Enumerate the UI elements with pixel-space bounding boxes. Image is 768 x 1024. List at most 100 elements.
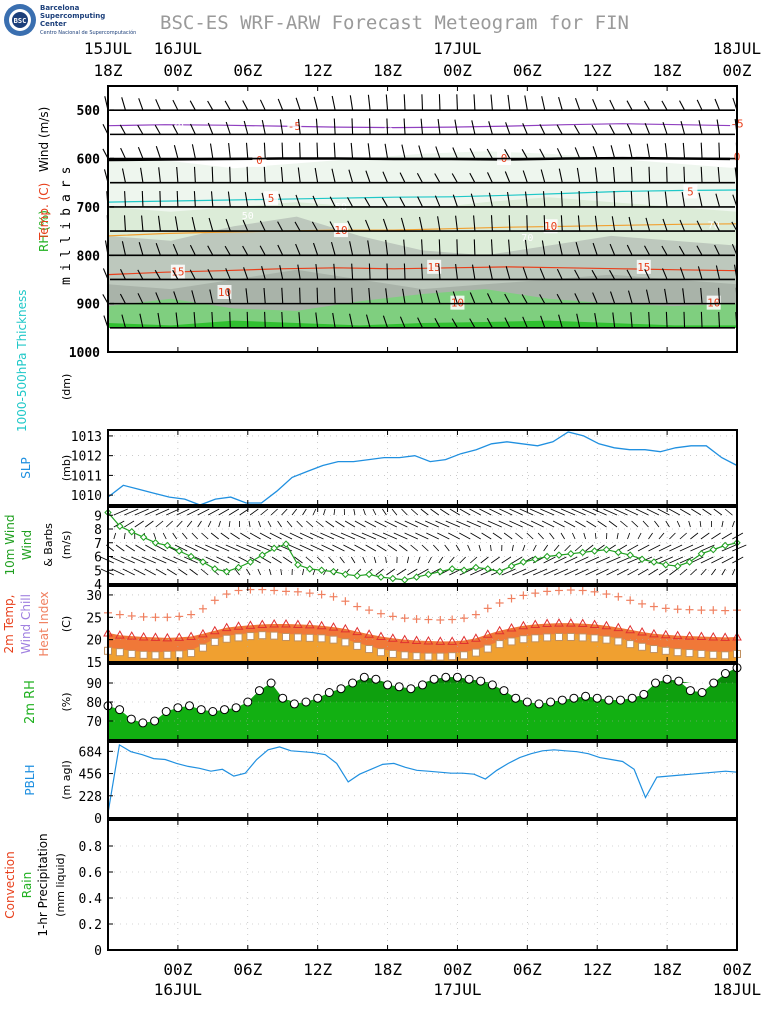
wind-barb <box>155 292 161 304</box>
wind10m-marker <box>139 533 148 541</box>
wind-barb <box>628 144 633 159</box>
top-date-label: 16JUL <box>154 39 202 58</box>
wind10m-barb <box>310 544 324 552</box>
wind10m-barb <box>603 508 618 516</box>
wind-barb <box>365 170 371 183</box>
dewpoint-marker <box>661 646 670 655</box>
wind-barb <box>469 318 476 329</box>
wind-barb <box>486 148 493 159</box>
wind10m-marker <box>555 551 563 559</box>
wind10m-barb <box>305 556 314 564</box>
wind10m-marker <box>543 552 551 561</box>
dewpoint-marker <box>187 649 196 658</box>
wind10m-barb <box>721 544 736 552</box>
rh2m-marker <box>278 693 288 703</box>
wind10m-marker <box>282 540 290 548</box>
rh2m-marker <box>313 693 323 703</box>
wind10m-barb <box>323 508 326 516</box>
wind-barb <box>243 120 249 135</box>
wind10m-barb <box>280 568 282 576</box>
wind-barb <box>456 239 458 256</box>
wind-barb <box>683 311 686 328</box>
wind-barb <box>421 94 424 111</box>
wind10m-barb <box>543 556 556 564</box>
wind10m-barb <box>654 520 660 528</box>
wind-barb <box>225 268 231 280</box>
wind10m-barb <box>585 544 594 552</box>
temp2m-marker <box>471 633 481 642</box>
wind10m-tick-label: 7 <box>94 537 102 552</box>
slp-ylabel: SLP <box>19 457 33 479</box>
wind10m-barb <box>526 532 534 540</box>
wind-barb <box>381 197 389 208</box>
temp2m-marker <box>257 619 268 628</box>
wind10m-barb <box>131 556 146 564</box>
wind-barb <box>612 167 616 183</box>
wind-barb <box>333 263 336 280</box>
wind-barb <box>210 191 214 207</box>
dewpoint-marker <box>590 634 599 643</box>
wind-barb <box>315 264 319 280</box>
wind10m-barb <box>286 520 293 528</box>
wind10m-tick-label: 6 <box>94 551 102 566</box>
wind10m-barb <box>627 532 631 540</box>
wind10m-marker <box>400 576 409 584</box>
wind-barb <box>716 119 721 135</box>
wind10m-barb <box>165 520 173 528</box>
wind-barb <box>558 168 563 183</box>
wind10m-barb <box>406 556 409 564</box>
wind10m-barb <box>690 544 704 552</box>
wind-barb <box>560 215 563 232</box>
wind10m-frame <box>107 506 738 585</box>
precip-ylabel-1: Convection <box>3 851 17 918</box>
rh2m-marker <box>185 701 194 711</box>
wind10m-barb <box>430 508 440 516</box>
wind10m-barb <box>320 532 335 540</box>
wind-barb <box>576 313 581 328</box>
wind10m-barb <box>574 544 583 552</box>
wind-barb <box>155 99 161 111</box>
wind10m-barb <box>216 556 230 564</box>
wind-barb <box>455 215 458 232</box>
wind-barb <box>438 94 441 111</box>
dewpoint-marker <box>554 632 563 641</box>
precip-frame <box>107 819 738 951</box>
rh2m-marker <box>115 705 125 715</box>
wind-barb <box>261 266 266 280</box>
wind-barb <box>279 265 284 280</box>
wind-barb <box>455 264 458 280</box>
rh2m-marker <box>720 669 730 678</box>
wind10m-barb <box>155 568 167 576</box>
wind-barb <box>626 269 633 280</box>
wind-barb <box>574 293 581 304</box>
wind10m-barb <box>178 568 188 576</box>
ylabel-millibars: millibars <box>59 161 74 285</box>
wind10m-tick-label: 5 <box>94 564 102 579</box>
wind-barb <box>504 317 511 329</box>
wind-barb <box>259 245 266 256</box>
wind-barb <box>227 288 231 304</box>
logo-line-3: Center <box>40 20 67 28</box>
wind10m-barb <box>459 556 466 564</box>
rh2m-marker <box>499 686 509 696</box>
wind-barb <box>175 312 179 328</box>
wind10m-barb <box>711 532 721 540</box>
wind-barb <box>261 192 266 208</box>
wind10m-marker <box>211 565 219 573</box>
logo-line-1: Barcelona <box>40 4 80 12</box>
wind10m-barb <box>384 520 398 528</box>
top-hour-label: 12Z <box>303 61 332 80</box>
wind10m-barb <box>608 520 618 528</box>
wind10m-barb <box>234 568 240 576</box>
temp2m-marker <box>613 622 624 632</box>
wind10m-marker <box>519 558 528 566</box>
wind10m-marker <box>531 555 539 563</box>
slp-frame <box>107 429 738 506</box>
dewpoint-marker <box>400 651 409 660</box>
wind-barb <box>121 241 127 256</box>
wind10m-barb <box>374 520 387 528</box>
wind10m-barb <box>509 508 523 516</box>
wind10m-marker <box>709 545 717 554</box>
wind10m-barb <box>637 544 650 552</box>
wind-barb <box>609 243 616 256</box>
